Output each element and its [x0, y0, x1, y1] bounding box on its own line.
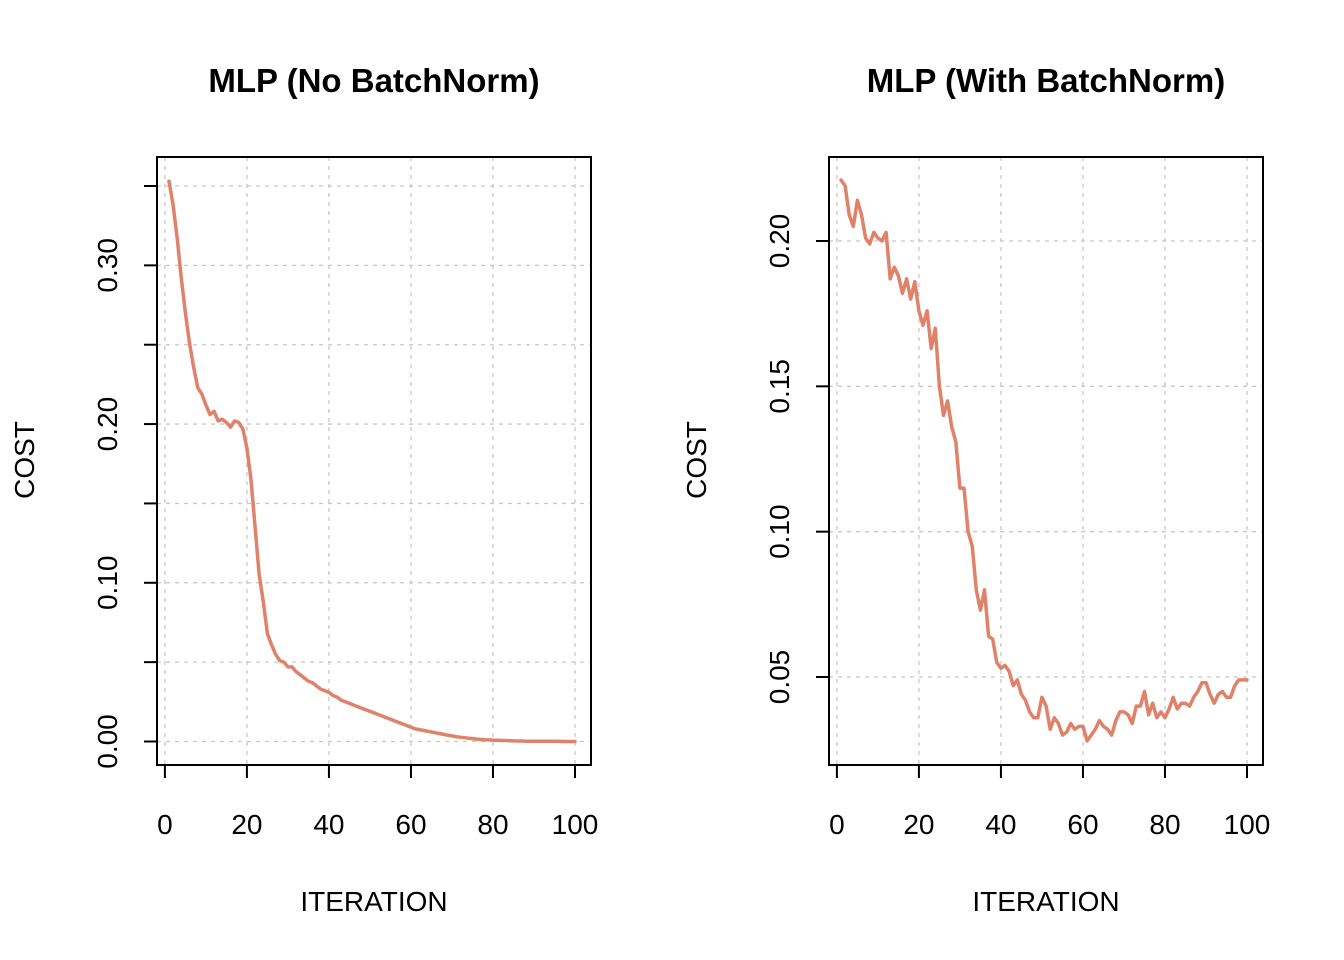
x-tick-label: 20: [231, 809, 262, 840]
plot-area: 0 20 40 60 80 100 0.05 0.10 0.15 0.20: [764, 156, 1271, 840]
y-tick-label: 0.05: [764, 650, 795, 705]
chart-panel-with-batchnorm: MLP (With BatchNorm) ITERATION COST 0 20 4…: [681, 62, 1270, 917]
y-tick-label: 0.20: [92, 397, 123, 452]
x-tick-label: 20: [903, 809, 934, 840]
x-tick-label: 0: [157, 809, 173, 840]
x-tick-label: 60: [1067, 809, 1098, 840]
y-tick-label: 0.00: [92, 714, 123, 769]
y-tick-label: 0.10: [764, 504, 795, 559]
chart-title: MLP (No BatchNorm): [208, 62, 539, 99]
chart-title: MLP (With BatchNorm): [867, 62, 1225, 99]
x-tick-label: 0: [829, 809, 845, 840]
y-axis-label: COST: [681, 421, 712, 499]
x-tick-label: 40: [985, 809, 1016, 840]
x-tick-label: 40: [313, 809, 344, 840]
x-tick-label: 100: [1224, 809, 1271, 840]
y-tick-label: 0.15: [764, 359, 795, 414]
series-line: [167, 179, 577, 744]
y-tick-label: 0.20: [764, 214, 795, 269]
y-tick-label: 0.10: [92, 556, 123, 611]
x-tick-label: 60: [395, 809, 426, 840]
x-tick-label: 80: [477, 809, 508, 840]
chart-panel-no-batchnorm: MLP (No BatchNorm) ITERATION COST 0 20 40 6…: [9, 62, 598, 917]
y-axis-label: COST: [9, 421, 40, 499]
y-tick-label: 0.30: [92, 238, 123, 293]
plot-frame: [156, 156, 592, 766]
x-tick-label: 80: [1149, 809, 1180, 840]
plot-frame: [828, 156, 1264, 766]
x-tick-label: 100: [552, 809, 599, 840]
plot-area: 0 20 40 60 80 100 0.00 0.10 0.20 0.30: [92, 156, 599, 840]
x-axis-label: ITERATION: [300, 886, 447, 917]
series-line: [839, 178, 1249, 743]
x-axis-label: ITERATION: [972, 886, 1119, 917]
